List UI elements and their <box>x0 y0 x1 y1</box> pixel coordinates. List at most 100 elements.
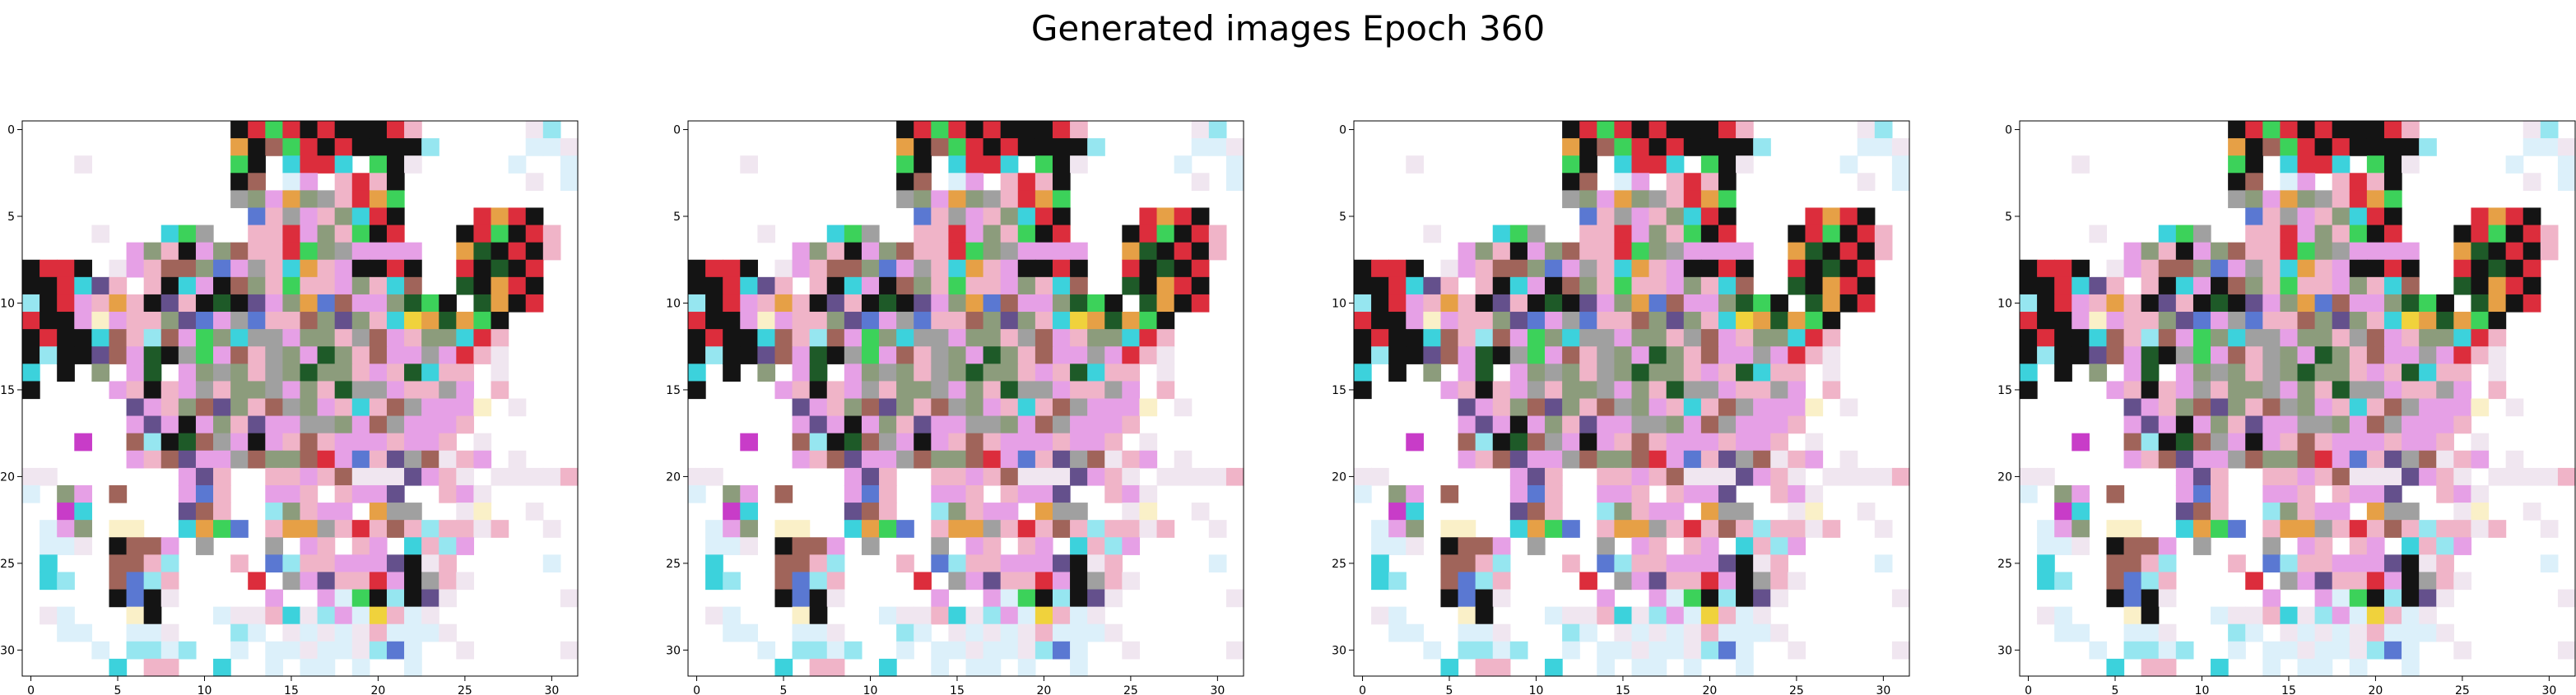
pixel-cell <box>404 138 422 156</box>
pixel-cell <box>1156 242 1175 261</box>
pixel-cell <box>2332 173 2350 191</box>
pixel-cell <box>965 641 984 660</box>
pixel-cell <box>40 294 58 313</box>
pixel-cell <box>1104 572 1123 591</box>
pixel-cell <box>1805 398 1824 417</box>
pixel-cell <box>300 537 319 555</box>
pixel-cell <box>2332 225 2350 243</box>
pixel-cell <box>2245 207 2263 226</box>
pixel-cell <box>1052 467 1071 486</box>
pixel-cell <box>1631 503 1650 521</box>
pixel-cell <box>126 364 145 382</box>
pixel-cell <box>230 138 249 156</box>
pixel-cell <box>2280 641 2299 660</box>
pixel-cell <box>1648 433 1667 452</box>
pixel-cell <box>2280 138 2299 156</box>
pixel-cell <box>1614 329 1633 347</box>
pixel-cell <box>1614 173 1633 191</box>
pixel-cell <box>2349 433 2368 452</box>
pixel-cell <box>792 312 811 330</box>
pixel-cell <box>213 606 231 625</box>
pixel-cell <box>300 623 319 642</box>
pixel-cell <box>2557 155 2576 174</box>
pixel-cell <box>334 641 353 660</box>
pixel-cell <box>2106 484 2125 503</box>
pixel-cell <box>826 415 845 434</box>
pixel-cell <box>1509 242 1528 261</box>
pixel-cell <box>1509 346 1528 364</box>
pixel-cell <box>2211 346 2229 364</box>
pixel-cell <box>317 606 336 625</box>
pixel-cell <box>2245 121 2263 139</box>
pixel-cell <box>2419 554 2437 573</box>
pixel-cell <box>965 520 984 538</box>
pixel-cell <box>1597 537 1615 555</box>
pixel-cell <box>2332 398 2350 417</box>
pixel-cell <box>1458 554 1476 573</box>
pixel-cell <box>2123 259 2142 278</box>
pixel-cell <box>213 520 231 538</box>
pixel-cell <box>421 606 439 625</box>
pixel-cell <box>2453 364 2472 382</box>
pixel-cell <box>1857 207 1876 226</box>
pixel-cell <box>2471 398 2490 417</box>
pixel-cell <box>525 138 544 156</box>
pixel-cell <box>525 294 544 313</box>
pixel-cell <box>1562 641 1580 660</box>
pixel-cell <box>2280 484 2299 503</box>
pixel-cell <box>914 294 932 313</box>
pixel-cell <box>2158 312 2177 330</box>
pixel-cell <box>2141 450 2160 469</box>
pixel-cell <box>1562 554 1580 573</box>
pixel-cell <box>2245 433 2263 452</box>
pixel-cell <box>2366 276 2385 295</box>
pixel-cell <box>1191 138 1210 156</box>
pixel-cell <box>2297 207 2316 226</box>
pixel-cell <box>126 450 145 469</box>
pixel-cell <box>351 415 370 434</box>
pixel-cell <box>1839 294 1858 313</box>
pixel-cell <box>109 329 128 347</box>
pixel-cell <box>2211 503 2229 521</box>
pixel-cell <box>1000 606 1019 625</box>
y-tick-label: 20 <box>1332 470 1346 484</box>
pixel-cell <box>1562 415 1580 434</box>
pixel-cell <box>2211 312 2229 330</box>
pixel-cell <box>1492 225 1511 243</box>
pixel-cell <box>421 398 439 417</box>
pixel-cell <box>1545 242 1563 261</box>
pixel-cell <box>1718 641 1737 660</box>
pixel-cell <box>1562 242 1580 261</box>
pixel-cell <box>1597 589 1615 608</box>
pixel-cell <box>1000 225 1019 243</box>
pixel-cell <box>1736 450 1754 469</box>
pixel-cell <box>1683 606 1702 625</box>
pixel-cell <box>508 242 527 261</box>
pixel-cell <box>1225 641 1244 660</box>
pixel-cell <box>1354 467 1372 486</box>
pixel-cell <box>300 467 319 486</box>
pixel-cell <box>1017 467 1036 486</box>
pixel-cell <box>1648 364 1667 382</box>
pixel-cell <box>965 190 984 209</box>
pixel-cell <box>965 242 984 261</box>
pixel-cell <box>1736 398 1754 417</box>
pixel-cell <box>1648 294 1667 313</box>
pixel-cell <box>948 121 967 139</box>
pixel-cell <box>1191 276 1210 295</box>
pixel-cell <box>931 294 949 313</box>
pixel-cell <box>2453 312 2472 330</box>
pixel-cell <box>1000 329 1019 347</box>
pixel-cell <box>369 242 388 261</box>
pixel-cell <box>1805 242 1824 261</box>
pixel-cell <box>2366 537 2385 555</box>
pixel-cell <box>1562 329 1580 347</box>
pixel-cell <box>1475 554 1494 573</box>
pixel-cell <box>213 312 231 330</box>
pixel-cell <box>2436 467 2454 486</box>
pixel-cell <box>2332 484 2350 503</box>
pixel-cell <box>1388 312 1407 330</box>
pixel-cell <box>2071 537 2090 555</box>
pixel-cell <box>248 190 266 209</box>
pixel-cell <box>2089 294 2108 313</box>
